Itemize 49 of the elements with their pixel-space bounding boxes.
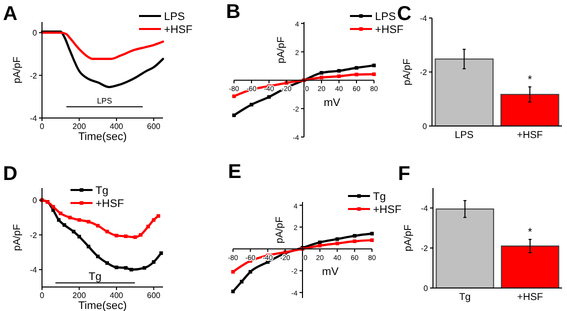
y-axis-title: pA/pF	[403, 224, 414, 252]
y-tick-label: -4	[420, 204, 429, 213]
legend-label: Tg	[373, 191, 386, 203]
y-tick-label: -4	[420, 14, 428, 23]
y-axis-title: pA/pF	[402, 58, 413, 86]
chart-title: A	[3, 3, 18, 25]
chart-title: C	[397, 3, 412, 25]
x-tick-label: +HSF	[517, 292, 543, 303]
legend-label: +HSF	[96, 198, 124, 210]
x-tick-label: 600	[147, 122, 161, 131]
x-tick-label: 200	[72, 122, 86, 131]
x-tick-label: 600	[147, 291, 161, 300]
y-tick-label: -2	[30, 71, 38, 80]
x-tick-label: 400	[110, 122, 124, 131]
chart-title: D	[3, 163, 18, 185]
y-tick-label: -2	[30, 230, 38, 240]
y-axis-title: pA/pF	[12, 56, 23, 84]
legend-label: Tg	[96, 185, 108, 197]
y-tick-label: -4	[30, 266, 38, 275]
x-tick-label: 200	[72, 291, 86, 300]
legend-label: +HSF	[375, 24, 404, 36]
chart-title: B	[226, 1, 240, 23]
x-axis-title: Time(sec)	[78, 300, 127, 311]
x-tick-label: 0	[40, 291, 45, 300]
x-tick-label: Tg	[459, 292, 471, 303]
chart-title: E	[228, 161, 242, 183]
y-tick-label: 0	[424, 284, 429, 293]
y-tick-label: -2	[420, 244, 429, 253]
x-axis-title: Time(sec)	[78, 131, 127, 143]
annotation: LPS	[96, 96, 112, 106]
legend-label: +HSF	[373, 204, 402, 216]
y-axis-title: pA/pF	[274, 216, 286, 244]
y-tick-label: 0	[32, 196, 38, 206]
chart-title: F	[398, 163, 410, 185]
annotation: *	[528, 74, 533, 86]
x-tick-label: 0	[40, 122, 45, 131]
y-axis-title: pA/pF	[276, 36, 287, 64]
x-axis-title: mV	[324, 97, 341, 110]
x-axis-title: mV	[322, 266, 340, 278]
y-tick-label: -4	[30, 114, 38, 123]
y-tick-label: 0	[32, 28, 38, 38]
x-tick-label: 400	[110, 291, 124, 300]
y-axis-title: pA/pF	[12, 224, 23, 251]
legend-label: LPS	[375, 11, 396, 23]
y-tick-label: -2	[420, 68, 428, 77]
legend-label: +HSF	[164, 24, 193, 36]
annotation: Tg	[88, 270, 102, 283]
annotation: *	[528, 226, 533, 238]
legend-label: LPS	[164, 11, 185, 23]
